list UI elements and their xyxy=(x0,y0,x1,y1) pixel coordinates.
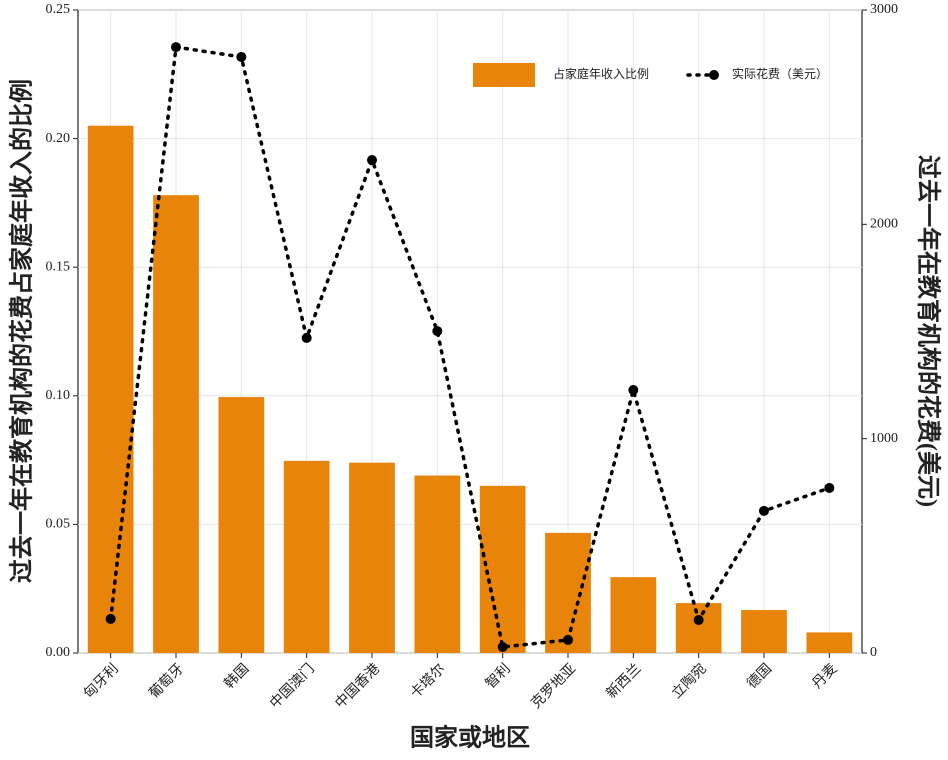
y-tick-label: 0.05 xyxy=(46,517,71,532)
point xyxy=(497,641,508,652)
y2-tick-label: 2000 xyxy=(870,217,898,232)
point xyxy=(824,482,835,493)
bar xyxy=(741,610,787,653)
y-tick-label: 0.10 xyxy=(46,388,71,403)
bar xyxy=(479,485,526,653)
y-tick-label: 0.15 xyxy=(46,259,71,274)
bar xyxy=(545,532,591,653)
point xyxy=(563,634,573,645)
y-axis-title: 过去一年在教育机构的花费占家庭年收入的比例 xyxy=(8,79,36,583)
y-tick-label: 0.25 xyxy=(46,2,71,17)
x-tick-label: 中国香港 xyxy=(332,661,383,712)
y-tick-label: 0.20 xyxy=(46,131,71,146)
legend-swatch xyxy=(473,63,535,87)
point xyxy=(171,42,181,53)
legend-marker xyxy=(709,70,719,80)
point xyxy=(693,614,704,625)
bar xyxy=(806,632,853,653)
point xyxy=(367,155,377,166)
point xyxy=(236,51,247,62)
x-tick-label: 葡萄牙 xyxy=(146,661,187,702)
x-tick-label: 卡塔尔 xyxy=(407,661,448,702)
bar xyxy=(153,195,199,653)
bar xyxy=(414,475,461,653)
bar xyxy=(610,577,657,653)
point xyxy=(759,505,769,516)
bar xyxy=(675,603,722,653)
legend-label: 实际花费（美元） xyxy=(732,66,828,81)
x-tick-label: 匈牙利 xyxy=(81,661,122,702)
x-axis-title: 国家或地区 xyxy=(410,724,530,752)
x-tick-label: 新西兰 xyxy=(603,661,644,702)
bar xyxy=(87,125,134,654)
x-tick-label: 克罗地亚 xyxy=(528,661,579,712)
point xyxy=(105,613,116,624)
x-tick-label: 丹麦 xyxy=(809,661,840,692)
x-tick-label: 中国澳门 xyxy=(267,661,318,712)
plot-frame xyxy=(77,9,863,654)
x-tick-label: 德国 xyxy=(744,661,775,692)
x-tick-label: 立陶宛 xyxy=(669,661,710,702)
point xyxy=(628,385,639,396)
bar xyxy=(349,462,395,653)
y2-tick-label: 3000 xyxy=(870,2,898,17)
legend-label: 占家庭年收入比例 xyxy=(553,66,649,81)
y-tick-label: 0.00 xyxy=(46,645,71,660)
x-tick-label: 韩国 xyxy=(221,661,252,692)
point xyxy=(432,326,443,337)
x-tick-label: 智利 xyxy=(483,661,514,692)
y2-tick-label: 0 xyxy=(870,645,877,660)
y2-axis-title: 过去一年在教育机构的花费(美元) xyxy=(914,155,942,507)
bar xyxy=(218,397,265,653)
y2-tick-label: 1000 xyxy=(870,431,898,446)
line xyxy=(108,45,832,649)
bar xyxy=(283,460,330,653)
point xyxy=(301,332,312,343)
